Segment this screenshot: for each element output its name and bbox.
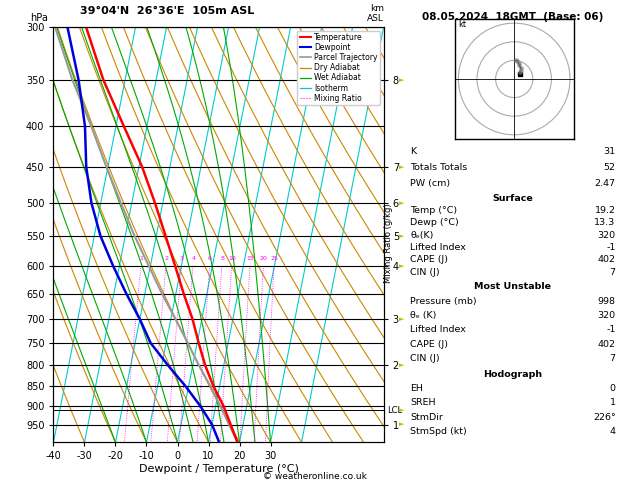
Text: 10: 10	[228, 256, 236, 261]
Text: ►: ►	[399, 263, 405, 269]
Text: hPa: hPa	[30, 13, 48, 22]
Text: 3: 3	[180, 256, 184, 261]
Text: ►: ►	[399, 362, 405, 368]
Text: 320: 320	[598, 231, 616, 240]
Text: 4: 4	[610, 427, 616, 436]
Text: Mixing Ratio (g/kg): Mixing Ratio (g/kg)	[384, 203, 392, 283]
Text: 15: 15	[247, 256, 254, 261]
Text: -1: -1	[606, 243, 616, 252]
Text: StmSpd (kt): StmSpd (kt)	[410, 427, 467, 436]
Text: 31: 31	[604, 147, 616, 156]
Text: 52: 52	[604, 163, 616, 172]
Text: ►: ►	[399, 421, 405, 428]
Text: ►: ►	[399, 407, 405, 414]
Text: Most Unstable: Most Unstable	[474, 282, 552, 291]
Text: 20: 20	[260, 256, 267, 261]
Text: 25: 25	[270, 256, 278, 261]
Text: 2.47: 2.47	[594, 178, 616, 188]
Text: 6: 6	[208, 256, 212, 261]
Text: CAPE (J): CAPE (J)	[410, 340, 448, 349]
Text: -1: -1	[606, 326, 616, 334]
Text: Totals Totals: Totals Totals	[410, 163, 467, 172]
Text: CIN (J): CIN (J)	[410, 354, 440, 363]
Text: θₑ (K): θₑ (K)	[410, 311, 437, 320]
Text: 08.05.2024  18GMT  (Base: 06): 08.05.2024 18GMT (Base: 06)	[422, 12, 603, 22]
Text: ►: ►	[399, 164, 405, 170]
Text: 7: 7	[610, 354, 616, 363]
Text: CIN (J): CIN (J)	[410, 268, 440, 277]
Text: θₑ(K): θₑ(K)	[410, 231, 433, 240]
Text: ►: ►	[399, 77, 405, 83]
Text: K: K	[410, 147, 416, 156]
Text: PW (cm): PW (cm)	[410, 178, 450, 188]
Text: StmDir: StmDir	[410, 413, 443, 422]
Text: km
ASL: km ASL	[367, 4, 384, 22]
Text: Lifted Index: Lifted Index	[410, 243, 466, 252]
Text: 0: 0	[610, 384, 616, 393]
Text: ►: ►	[399, 233, 405, 239]
Text: SREH: SREH	[410, 399, 436, 407]
Text: 1: 1	[610, 399, 616, 407]
Text: Temp (°C): Temp (°C)	[410, 206, 457, 215]
Text: CAPE (J): CAPE (J)	[410, 256, 448, 264]
Text: kt: kt	[459, 20, 467, 29]
Text: LCL: LCL	[387, 406, 402, 415]
Text: 320: 320	[598, 311, 616, 320]
Text: 402: 402	[598, 256, 616, 264]
Text: © weatheronline.co.uk: © weatheronline.co.uk	[262, 472, 367, 481]
Text: 402: 402	[598, 340, 616, 349]
Text: 7: 7	[610, 268, 616, 277]
Text: Dewp (°C): Dewp (°C)	[410, 218, 459, 227]
Text: 19.2: 19.2	[594, 206, 616, 215]
Text: 8: 8	[220, 256, 224, 261]
Text: Lifted Index: Lifted Index	[410, 326, 466, 334]
Text: 998: 998	[598, 296, 616, 306]
Text: 4: 4	[191, 256, 196, 261]
Text: ►: ►	[399, 316, 405, 322]
X-axis label: Dewpoint / Temperature (°C): Dewpoint / Temperature (°C)	[138, 464, 299, 474]
Text: 13.3: 13.3	[594, 218, 616, 227]
Text: Surface: Surface	[493, 193, 533, 203]
Text: 226°: 226°	[593, 413, 616, 422]
Text: ►: ►	[399, 200, 405, 206]
Text: EH: EH	[410, 384, 423, 393]
Text: 2: 2	[164, 256, 169, 261]
Text: Pressure (mb): Pressure (mb)	[410, 296, 477, 306]
Text: 1: 1	[140, 256, 143, 261]
Text: Hodograph: Hodograph	[484, 370, 542, 379]
Text: 39°04'N  26°36'E  105m ASL: 39°04'N 26°36'E 105m ASL	[80, 6, 254, 17]
Legend: Temperature, Dewpoint, Parcel Trajectory, Dry Adiabat, Wet Adiabat, Isotherm, Mi: Temperature, Dewpoint, Parcel Trajectory…	[298, 31, 380, 105]
